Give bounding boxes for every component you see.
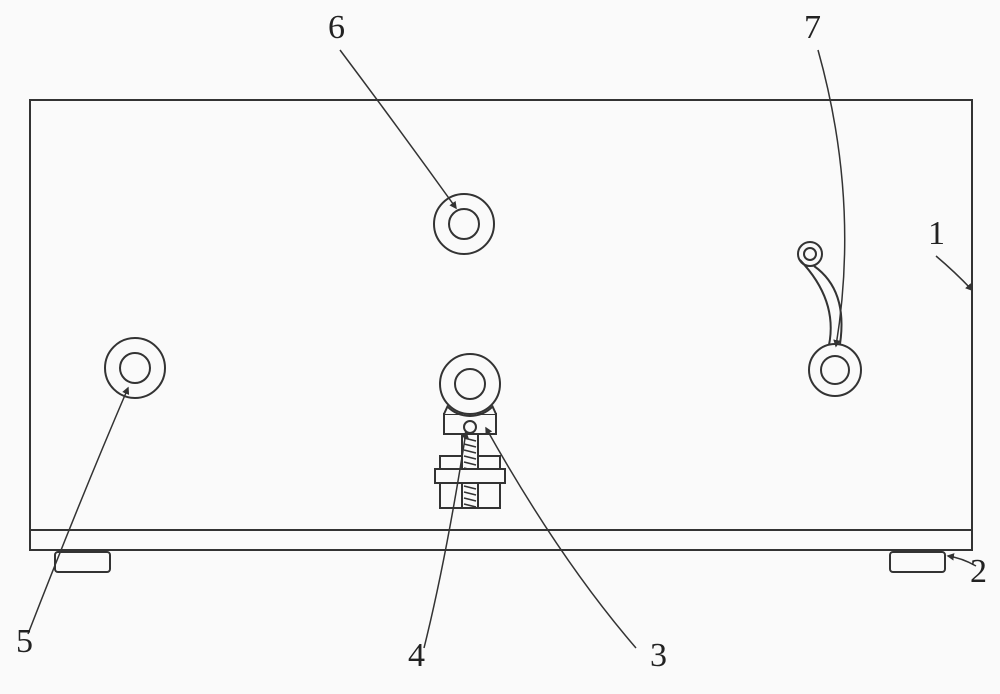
label-1: 1 [928,215,945,252]
label-6: 6 [328,9,345,46]
tension-arm-link-b [800,260,831,345]
leader-1 [936,256,972,290]
jack-nut [435,469,505,483]
label-4: 4 [408,637,425,674]
leader-6 [340,50,456,208]
roller-6-outer [434,194,494,254]
roller-7-outer [809,344,861,396]
leader-5 [28,388,128,634]
foot-1 [55,552,110,572]
leader-7 [818,50,845,346]
label-7: 7 [804,9,821,46]
label-2: 2 [970,553,987,590]
foot-2 [890,552,945,572]
leader-3 [486,428,636,648]
label-5: 5 [16,623,33,660]
roller-4-outer [440,354,500,414]
technical-drawing: 1 2 3 4 5 6 7 [0,0,1000,694]
roller-5-outer [105,338,165,398]
label-3: 3 [650,637,667,674]
